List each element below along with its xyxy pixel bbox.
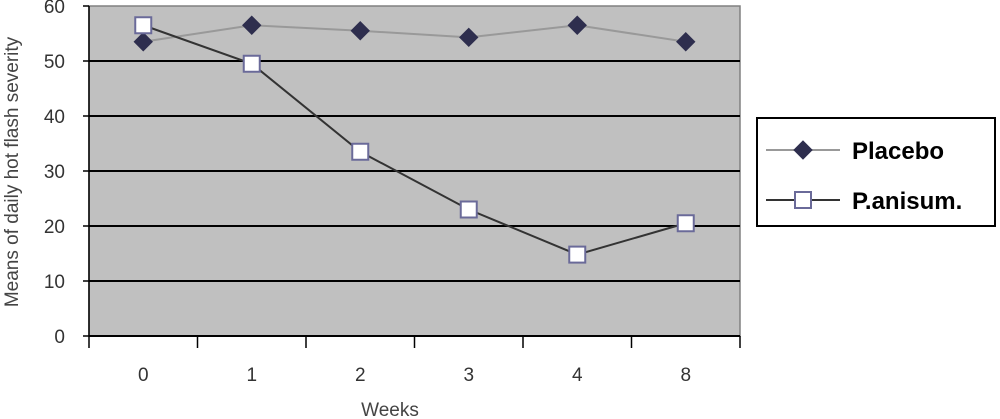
marker-placebo-3 (459, 27, 479, 48)
y-tick-label-30: 30 (44, 162, 65, 183)
y-tick-label-60: 60 (44, 0, 65, 18)
x-tick-label-4: 4 (572, 365, 583, 386)
x-tick-label-1: 1 (246, 365, 257, 386)
series-line-placebo (143, 24, 686, 43)
x-tick-label-3: 3 (463, 365, 474, 386)
x-tick-labels: 0 1 2 3 4 8 (138, 365, 691, 386)
legend-label-panisum: P.anisum. (852, 188, 962, 215)
series-lines (142, 24, 687, 256)
gridlines (89, 60, 740, 282)
marker-placebo-4 (567, 15, 587, 35)
series-markers (133, 15, 696, 264)
marker-p-anisum-2 (351, 142, 370, 161)
y-tick-label-10: 10 (44, 272, 65, 293)
y-tick-label-50: 50 (44, 52, 65, 73)
marker-p-anisum-0 (134, 16, 153, 35)
marker-placebo-8 (676, 32, 696, 52)
marker-p-anisum-1 (242, 54, 261, 73)
x-tick-label-2: 2 (355, 365, 366, 386)
y-axis-title: Means of daily hot flash severity (2, 36, 23, 307)
legend-label-placebo: Placebo (852, 138, 944, 165)
marker-placebo-2 (350, 21, 370, 41)
legend-marker-panisum (794, 191, 812, 209)
x-tick-label-8: 8 (680, 365, 691, 386)
marker-p-anisum-8 (676, 214, 695, 233)
marker-placebo-1 (242, 15, 262, 35)
y-tick-label-40: 40 (44, 107, 65, 128)
y-tick-label-20: 20 (44, 217, 65, 238)
y-tick-label-0: 0 (54, 327, 65, 348)
x-axis-title: Weeks (361, 400, 419, 419)
axes (83, 5, 741, 348)
marker-p-anisum-3 (459, 200, 478, 219)
legend: Placebo P.anisum. (756, 117, 996, 227)
legend-marker-placebo (793, 140, 813, 160)
marker-placebo-0 (133, 32, 153, 52)
marker-p-anisum-4 (568, 245, 587, 264)
x-tick-label-0: 0 (138, 365, 149, 386)
y-tick-labels: 0 10 20 30 40 50 60 (44, 0, 65, 348)
series-line-p-anisum (142, 24, 687, 256)
